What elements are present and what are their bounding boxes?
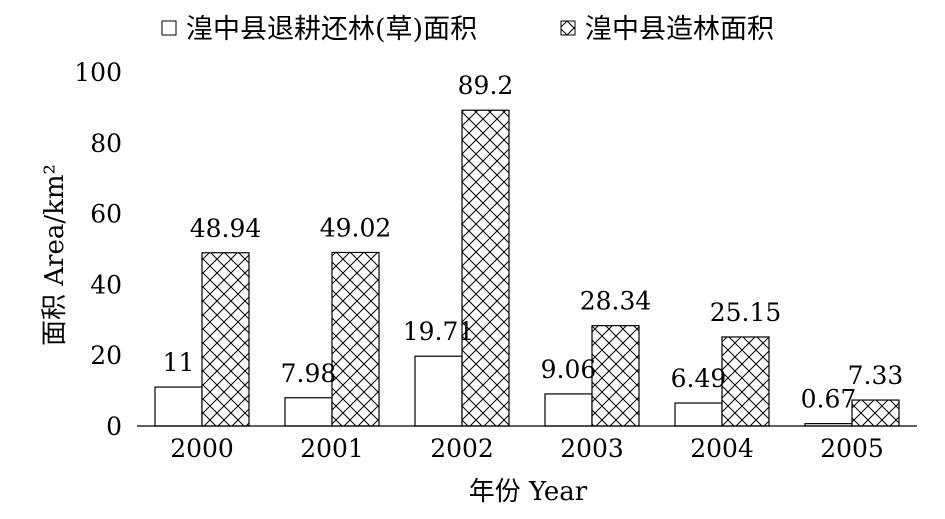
x-tick-label: 2005 bbox=[820, 434, 884, 463]
legend: 湟中县退耕还林(草)面积 湟中县造林面积 bbox=[161, 14, 774, 45]
y-tick-label: 80 bbox=[90, 129, 122, 158]
legend-label-series-1: 湟中县造林面积 bbox=[585, 14, 774, 45]
y-tick-label: 20 bbox=[90, 341, 122, 370]
data-label: 7.98 bbox=[281, 359, 337, 388]
bar-returned-farmland-2001 bbox=[284, 397, 333, 427]
data-label: 28.34 bbox=[580, 287, 652, 316]
x-tick-label: 2002 bbox=[430, 434, 494, 463]
y-axis-title: 面积 Area/km² bbox=[40, 164, 70, 346]
bar-returned-farmland-2002 bbox=[414, 355, 463, 427]
legend-swatch-series-1 bbox=[560, 20, 576, 36]
bar-afforestation-2002 bbox=[461, 109, 510, 427]
bar-afforestation-2005 bbox=[851, 399, 900, 427]
x-tick-label: 2000 bbox=[170, 434, 234, 463]
bar-returned-farmland-2000 bbox=[154, 386, 203, 427]
bar-afforestation-2000 bbox=[201, 252, 250, 427]
bars-layer bbox=[154, 109, 900, 427]
data-label: 19.71 bbox=[403, 317, 475, 346]
y-tick-label: 40 bbox=[90, 270, 122, 299]
data-label: 49.02 bbox=[320, 213, 392, 242]
x-tick-label: 2003 bbox=[560, 434, 624, 463]
x-tick-label: 2004 bbox=[690, 434, 754, 463]
y-tick-label: 0 bbox=[106, 412, 122, 441]
data-label: 48.94 bbox=[190, 214, 262, 243]
data-label: 89.2 bbox=[458, 71, 514, 100]
data-labels-layer: 11 48.94 7.98 49.02 19.71 89.2 9.06 28.34 6.49 25… bbox=[163, 71, 904, 413]
y-axis: 0 20 40 60 80 100 bbox=[74, 58, 122, 441]
x-axis-title: 年份 Year bbox=[469, 477, 588, 507]
x-axis: 2000 2001 2002 2003 2004 2005 bbox=[137, 425, 917, 463]
bar-returned-farmland-2004 bbox=[674, 402, 723, 427]
y-tick-label: 60 bbox=[90, 200, 122, 229]
data-label: 6.49 bbox=[671, 364, 727, 393]
data-label: 11 bbox=[163, 348, 195, 377]
data-label: 7.33 bbox=[848, 361, 904, 390]
bar-afforestation-2004 bbox=[721, 336, 770, 427]
data-label: 9.06 bbox=[541, 355, 597, 384]
legend-swatch-series-0 bbox=[161, 20, 177, 36]
legend-label-series-0: 湟中县退耕还林(草)面积 bbox=[186, 14, 477, 45]
bar-returned-farmland-2003 bbox=[544, 393, 593, 427]
bar-afforestation-2003 bbox=[591, 325, 640, 427]
bar-afforestation-2001 bbox=[331, 251, 380, 427]
data-label: 0.67 bbox=[801, 385, 857, 414]
y-tick-label: 100 bbox=[74, 58, 122, 87]
x-tick-label: 2001 bbox=[300, 434, 364, 463]
data-label: 25.15 bbox=[710, 298, 782, 327]
